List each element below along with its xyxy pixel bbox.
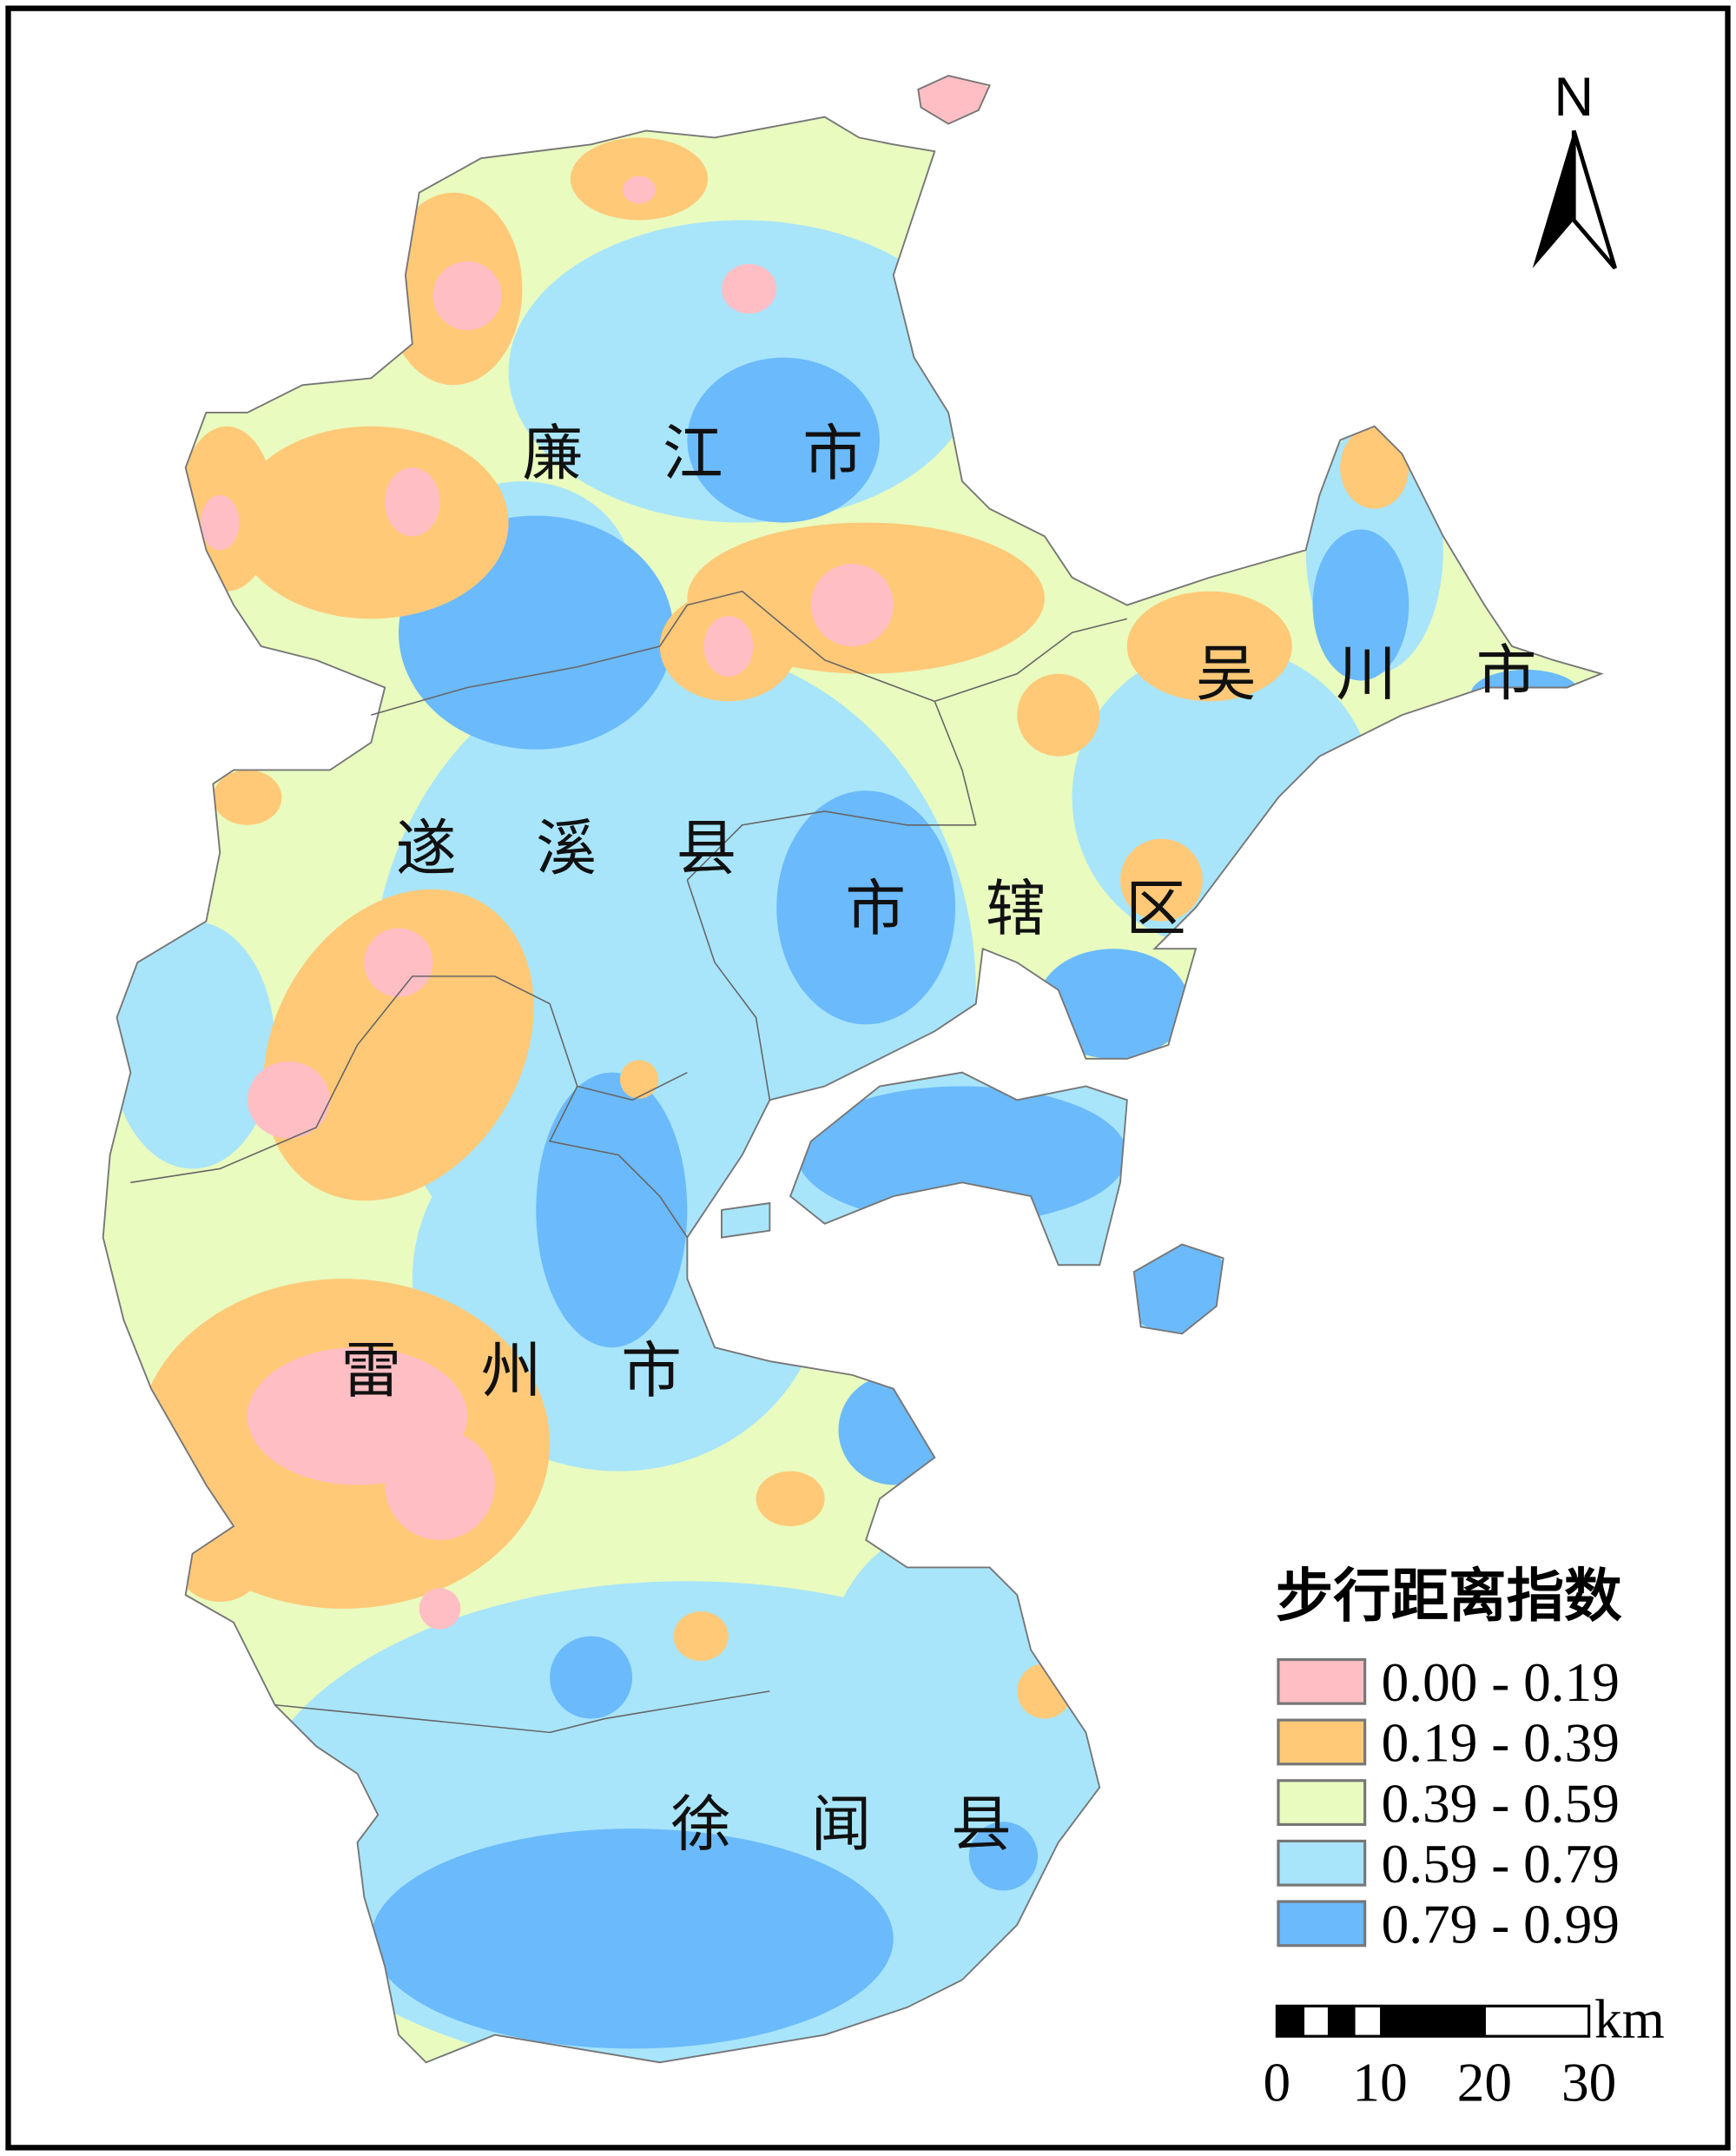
region-label-suixi: 遂 溪 县	[396, 813, 767, 883]
region-label-wuchuan: 吴 川 市	[1196, 638, 1567, 709]
legend-swatch	[1277, 1779, 1367, 1827]
region-label-lianjiang: 廉 江 市	[522, 419, 893, 489]
legend-item: 0.79 - 0.99	[1277, 1895, 1620, 1955]
scale-bar: km 0 10 20 30	[1264, 1989, 1665, 2113]
class-0.79-0.99-areas	[371, 357, 1581, 2049]
legend-swatch	[1277, 1718, 1367, 1766]
county-boundaries	[130, 590, 1128, 1734]
legend-label: 0.39 - 0.59	[1382, 1773, 1620, 1834]
legend-swatch	[1277, 1839, 1367, 1887]
legend-item: 0.59 - 0.79	[1277, 1834, 1620, 1895]
legend-label: 0.00 - 0.19	[1382, 1652, 1620, 1713]
scale-tick: 0	[1264, 2053, 1291, 2113]
scale-tick: 20	[1457, 2053, 1512, 2113]
scale-tick: 30	[1561, 2053, 1616, 2113]
legend-label: 0.19 - 0.39	[1382, 1713, 1620, 1774]
legend-label: 0.59 - 0.79	[1382, 1834, 1620, 1895]
legend-title: 步行距离指数	[1276, 1562, 1622, 1630]
legend-item: 0.19 - 0.39	[1277, 1713, 1620, 1774]
legend-swatch	[1277, 1900, 1367, 1948]
north-label: N	[1554, 67, 1594, 128]
scale-unit: km	[1594, 1989, 1665, 2050]
legend-item: 0.39 - 0.59	[1277, 1773, 1620, 1834]
legend-swatch	[1277, 1657, 1367, 1705]
map-frame	[5, 5, 1731, 2151]
north-arrow-right-icon	[1571, 129, 1617, 270]
region-labels: 廉 江 市 吴 川 市 遂 溪 县 市 辖 区 雷 州 市 徐 闻 县	[341, 419, 1567, 1860]
scale-tick: 10	[1352, 2053, 1407, 2113]
legend-item: 0.00 - 0.19	[1277, 1652, 1620, 1713]
legend-label: 0.79 - 0.99	[1382, 1895, 1620, 1955]
legend: 步行距离指数 0.00 - 0.19 0.19 - 0.39 0.39 - 0.…	[1276, 1562, 1622, 1955]
class-0.00-0.19-areas	[201, 76, 990, 1630]
region-label-shixiaqu: 市 辖 区	[845, 874, 1216, 944]
region-label-leizhou: 雷 州 市	[341, 1336, 712, 1406]
region-label-xuwen: 徐 闻 县	[670, 1789, 1041, 1860]
